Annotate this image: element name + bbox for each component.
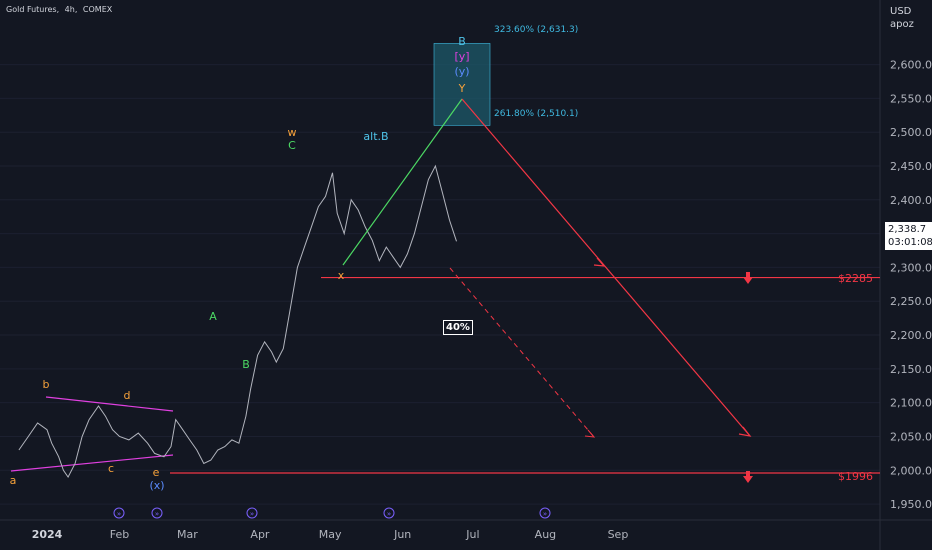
y-tick-label: 2,000.0 (890, 464, 932, 477)
y-tick-label: 2,200.0 (890, 329, 932, 342)
wave-label: c (108, 462, 114, 475)
x-tick-label: Apr (250, 528, 270, 541)
wave-label: b (43, 378, 50, 391)
bar-countdown: 03:01:08 (888, 237, 932, 248)
level-label: $2285 (838, 272, 873, 285)
wave-label: B (242, 358, 250, 371)
wave-label: a (10, 474, 17, 487)
wave-label: d (124, 389, 131, 402)
event-marker-icon[interactable]: » (539, 507, 551, 519)
x-tick-label: Jul (465, 528, 479, 541)
wave-label: B (458, 35, 466, 48)
alt-projection-dashed-line[interactable] (449, 267, 595, 438)
projection-mid-arrowhead (593, 257, 606, 267)
alt-projection-arrowhead (584, 429, 596, 438)
wave-label: C (288, 139, 296, 152)
y-tick-label: 2,450.0 (890, 160, 932, 173)
wave-label: x (338, 269, 345, 282)
svg-text:»: » (387, 510, 391, 518)
x-tick-label: May (319, 528, 342, 541)
current-price-tag: 2,338.7 03:01:08 (885, 222, 932, 250)
event-marker-icon[interactable]: » (113, 507, 125, 519)
down-arrow-icon (743, 272, 753, 284)
projection-down-arrowhead (738, 426, 752, 437)
y-tick-label: 2,600.0 (890, 59, 932, 72)
interval: 4h, (64, 5, 80, 14)
x-tick-label: Sep (608, 528, 629, 541)
currency-label: USD (890, 6, 912, 17)
probability-badge: 40% (443, 320, 473, 335)
event-marker-icon[interactable]: » (383, 507, 395, 519)
current-price: 2,338.7 (888, 224, 927, 235)
y-tick-label: 2,050.0 (890, 430, 932, 443)
unit-label: apoz (890, 19, 914, 30)
x-tick-label: Feb (110, 528, 129, 541)
exchange: COMEX (82, 5, 113, 14)
axis-unit[interactable]: USD apoz (890, 5, 914, 31)
fib-label: 261.80% (2,510.1) (494, 109, 578, 119)
x-tick-label: Aug (535, 528, 556, 541)
fib-label: 323.60% (2,631.3) (494, 25, 578, 35)
down-arrow-icon (743, 471, 753, 483)
svg-text:»: » (250, 510, 254, 518)
y-tick-label: 1,950.0 (890, 498, 932, 511)
wave-label: w (288, 126, 297, 139)
projection-up-line[interactable] (342, 98, 463, 266)
wave-label: alt.B (363, 130, 388, 143)
svg-text:»: » (117, 510, 121, 518)
wave-label: Y (458, 82, 466, 95)
event-marker-icon[interactable]: » (151, 507, 163, 519)
price-axis[interactable]: 2,600.02,550.02,500.02,450.02,400.02,350… (890, 59, 932, 512)
wave-label: [y] (454, 50, 469, 63)
chart-header: Gold Futures, 4h, COMEX (6, 5, 115, 14)
projection-down-line[interactable] (461, 98, 751, 437)
triangle-lower-line[interactable] (10, 454, 174, 472)
time-axis[interactable]: 2024 Feb Mar Apr May Jun Jul Aug Sep (32, 528, 629, 541)
grid (0, 64, 880, 505)
wave-label: (x) (149, 479, 164, 492)
y-tick-label: 2,150.0 (890, 363, 932, 376)
svg-text:»: » (543, 510, 547, 518)
svg-text:»: » (155, 510, 159, 518)
fib-target-zone[interactable] (433, 43, 491, 126)
level-label: $1996 (838, 470, 873, 483)
x-tick-label: Jun (393, 528, 411, 541)
x-tick-label: 2024 (32, 528, 63, 541)
y-tick-label: 2,100.0 (890, 397, 932, 410)
wave-label: A (209, 310, 217, 323)
price-series-line (18, 164, 457, 478)
event-marker-icon[interactable]: » (246, 507, 258, 519)
wave-label: e (153, 466, 160, 479)
y-tick-label: 2,400.0 (890, 194, 932, 207)
x-tick-label: Mar (177, 528, 198, 541)
y-tick-label: 2,500.0 (890, 126, 932, 139)
triangle-upper-line[interactable] (45, 396, 174, 412)
symbol-name: Gold Futures, (6, 5, 62, 14)
wave-label: (y) (454, 65, 469, 78)
y-tick-label: 2,550.0 (890, 92, 932, 105)
y-tick-label: 2,300.0 (890, 261, 932, 274)
y-tick-label: 2,250.0 (890, 295, 932, 308)
